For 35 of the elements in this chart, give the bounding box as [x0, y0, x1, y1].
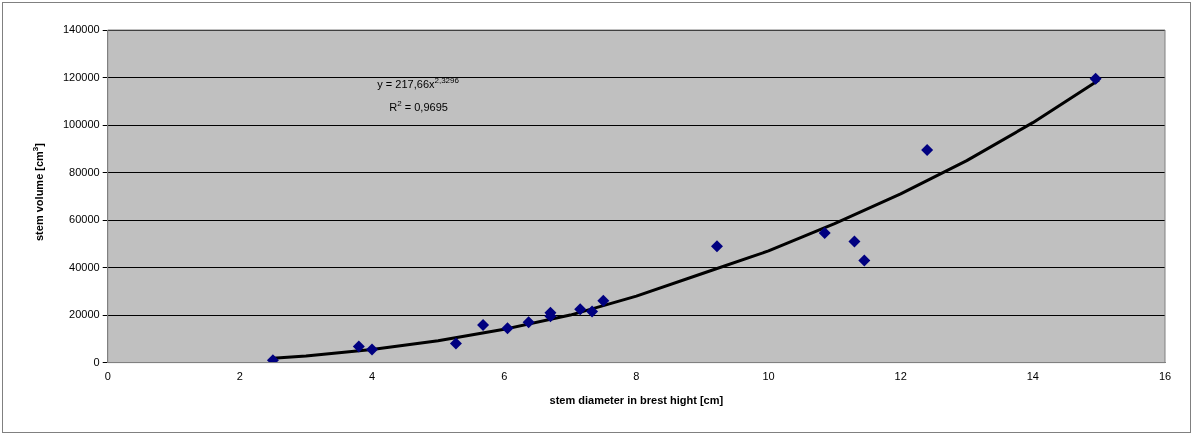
y-tick-label: 120000 — [62, 70, 100, 83]
y-tick-label: 60000 — [69, 213, 100, 226]
point — [522, 316, 535, 329]
annotation: y = 217,66x$^{2,3296}$ — [377, 76, 459, 90]
point — [366, 343, 379, 356]
x-axis-title: stem diameter in brest hight [cm] — [549, 394, 724, 407]
x-tick-label: 2 — [236, 370, 243, 383]
point — [921, 143, 934, 156]
annotation: R$^{2}$ = 0,9695 — [389, 99, 448, 113]
point — [352, 340, 365, 353]
y-tick-label: 140000 — [62, 23, 100, 36]
y-tick-label: 0 — [93, 355, 100, 368]
x-tick-label: 8 — [633, 370, 640, 383]
x-tick-label: 16 — [1158, 370, 1172, 383]
point — [818, 227, 831, 240]
y-tick-label: 100000 — [62, 118, 100, 131]
x-tick-label: 10 — [762, 370, 775, 383]
y-tick-label: 80000 — [69, 165, 100, 178]
point — [449, 337, 462, 350]
point — [848, 235, 861, 248]
point — [574, 303, 587, 316]
point — [1089, 72, 1102, 85]
x-tick-label: 6 — [501, 370, 508, 383]
point — [597, 294, 610, 307]
x-tick-label: 14 — [1026, 370, 1039, 383]
point — [501, 322, 514, 335]
y-tick-label: 20000 — [69, 308, 100, 321]
x-tick-label: 0 — [104, 370, 111, 383]
point — [710, 240, 723, 253]
point — [586, 305, 599, 318]
point — [477, 319, 490, 332]
x-tick-label: 12 — [894, 370, 907, 383]
x-tick-label: 4 — [368, 370, 376, 383]
y-tick-label: 40000 — [69, 260, 100, 273]
point — [858, 254, 871, 267]
